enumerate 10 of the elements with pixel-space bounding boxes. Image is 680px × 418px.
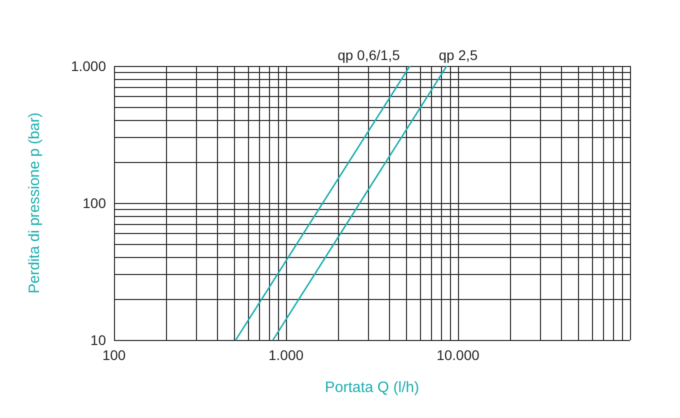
series-label: qp 0,6/1,5 — [338, 47, 400, 63]
x-tick-label: 1.000 — [268, 347, 304, 363]
y-axis-title: Perdita di pressione p (bar) — [26, 112, 43, 294]
x-axis-title: Portata Q (l/h) — [324, 379, 420, 396]
y-tick-label: 10 — [90, 332, 106, 348]
x-tick-label: 10.000 — [436, 347, 480, 363]
x-tick-label: 100 — [102, 347, 126, 363]
y-tick-label: 1.000 — [70, 58, 106, 74]
series-label: qp 2,5 — [438, 47, 478, 63]
y-tick-label: 100 — [82, 195, 106, 211]
